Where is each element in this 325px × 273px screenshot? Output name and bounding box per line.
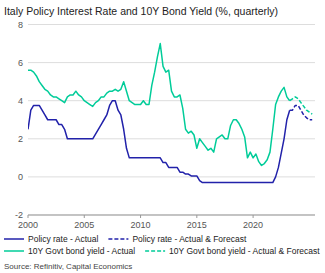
legend-label: Policy rate - Actual [28, 234, 99, 244]
y-tick-label: 6 [18, 58, 23, 68]
x-tick [253, 215, 254, 218]
legend-item: Policy rate - Actual & Forecast [108, 234, 246, 244]
x-tick-label: 2010 [131, 220, 151, 230]
y-tick-label: 8 [18, 20, 23, 30]
chart: Italy Policy Interest Rate and 10Y Bond … [0, 0, 325, 273]
legend-item: 10Y Govt bond yield - Actual & Forecast [145, 246, 320, 256]
plot [28, 44, 312, 183]
legend-swatch [108, 238, 128, 240]
y-tick-label: 4 [18, 96, 23, 106]
source: Source: Refinitiv, Capital Economics [4, 262, 132, 271]
x-tick [84, 215, 85, 218]
axes: -2 0 2 4 6 8 2000 2005 2010 2015 2020 [15, 20, 315, 231]
x-axis-line [28, 215, 315, 216]
x-tick-label: 2005 [74, 220, 94, 230]
grid-line [28, 24, 315, 25]
grid-line [28, 215, 315, 216]
series-line [28, 101, 290, 183]
series-line [290, 97, 313, 114]
x-tick-label: 2015 [187, 220, 207, 230]
x-tick [196, 215, 197, 218]
grid-line [28, 176, 315, 177]
x-tick [140, 215, 141, 218]
legend-item: 10Y Govt bond yield - Actual [4, 246, 135, 256]
y-tick-label: 0 [18, 172, 23, 182]
legend-label: 10Y Govt bond yield - Actual [28, 246, 135, 256]
legend: Policy rate - Actual Policy rate - Actual… [4, 234, 320, 256]
legend-swatch [4, 250, 24, 252]
legend-item: Policy rate - Actual [4, 234, 99, 244]
grid-line [28, 100, 315, 101]
legend-swatch [4, 238, 24, 240]
legend-swatch [145, 250, 165, 252]
legend-label: Policy rate - Actual & Forecast [132, 234, 246, 244]
grid-line [28, 62, 315, 63]
x-tick-label: 2000 [18, 220, 38, 230]
x-tick [28, 215, 29, 218]
x-tick-label: 2020 [243, 220, 263, 230]
legend-label: 10Y Govt bond yield - Actual & Forecast [169, 246, 320, 256]
title: Italy Policy Interest Rate and 10Y Bond … [4, 5, 278, 17]
y-tick-label: -2 [15, 210, 23, 220]
y-tick-label: 2 [18, 134, 23, 144]
title-line: Italy Policy Interest Rate and 10Y Bond … [4, 5, 278, 17]
series-line [28, 44, 290, 166]
